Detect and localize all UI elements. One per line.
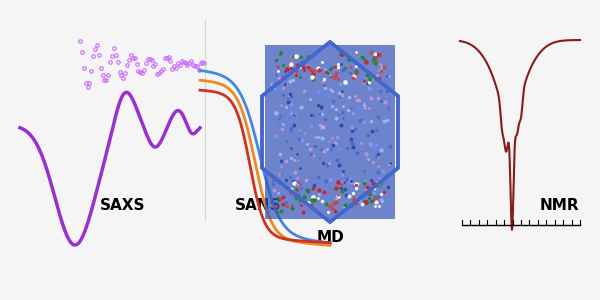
Bar [265, 45, 395, 219]
Text: SAXS: SAXS [100, 197, 146, 212]
Text: SANS: SANS [235, 197, 281, 212]
Text: MD: MD [316, 230, 344, 245]
Text: NMR: NMR [540, 197, 580, 212]
